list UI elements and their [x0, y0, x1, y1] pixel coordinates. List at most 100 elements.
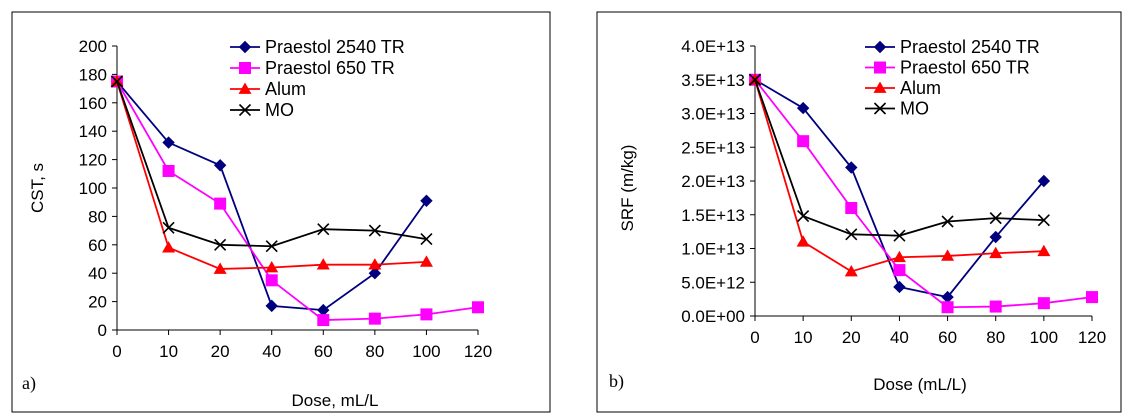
panel-b-data-point-praestol-650-tr [941, 301, 954, 314]
panel-b-data-point-praestol-650-tr [845, 202, 858, 214]
panel-a-legend-marker [238, 103, 252, 117]
panel-b-data-point-alum [844, 264, 858, 277]
panel-b-legend-label: Praestol 650 TR [900, 58, 1030, 78]
panel-a-data-point-mo-stroke-2 [368, 224, 381, 237]
panel-a-data-point-mo [420, 233, 433, 246]
panel-b-x-tick-label: 80 [986, 328, 1005, 347]
panel-a-y-tick-label: 140 [79, 122, 107, 141]
panel-b-data-point-mo [989, 212, 1002, 225]
panel-b-y-tick-label: 3.0E+13 [681, 105, 745, 124]
panel-b-data-point-alum [796, 235, 810, 247]
panel-a-x-tick-label: 40 [262, 342, 281, 361]
panel-a-data-point-praestol-650-tr [265, 274, 278, 287]
panel-b-y-tick-label: 1.0E+13 [681, 240, 745, 259]
panel-a-x-axis-title: Dose, mL/L [292, 391, 379, 410]
panel-b-data-point-praestol-650-tr [1037, 297, 1050, 310]
panel-a-legend-label: MO [265, 100, 294, 120]
panel-a-data-point-mo-stroke-2 [420, 233, 433, 246]
panel-a-legend-label: Alum [265, 79, 306, 99]
panel-b-data-point-mo [845, 228, 858, 241]
panel-b-legend-marker [874, 61, 886, 74]
panel-b-data-point-mo-stroke-2 [941, 215, 954, 228]
panel-a-data-point-mo-stroke-2 [110, 75, 124, 88]
panel-b-data-point-mo-stroke-2 [989, 212, 1002, 225]
panel-a-series-line-praestol-650-tr [116, 81, 479, 321]
panel-a-label: a) [22, 373, 36, 394]
panel-a-x-tick-label: 80 [365, 342, 384, 361]
panel-a-data-point-praestol-650-tr [368, 312, 381, 325]
panel-b-x-tick-label: 10 [794, 328, 813, 347]
panel-a-legend-marker [239, 62, 251, 74]
panel-b-data-point-alum [892, 250, 906, 263]
panel-a-data-point-alum [213, 262, 227, 274]
panel-b-label: b) [609, 371, 624, 392]
panel-b-x-tick-label: 120 [1078, 328, 1106, 347]
panel-b-y-tick-label: 2.0E+13 [681, 172, 745, 191]
panel-b-x-tick-label: 0 [750, 328, 759, 347]
panel-a-x-tick-label: 20 [211, 342, 230, 361]
panel-a-data-point-mo [162, 221, 175, 234]
panel-b-data-point-mo [1037, 214, 1050, 227]
panel-a-data-point-alum [316, 258, 330, 270]
panel-b-data-point-mo-stroke-2 [893, 229, 906, 242]
panel-b-data-point-mo [748, 73, 762, 86]
panel-b-x-tick-label: 100 [1030, 328, 1058, 347]
panel-b-y-tick-label: 0.0E+00 [681, 307, 745, 326]
panel-b-data-point-mo [797, 210, 810, 223]
panel-a-frame [11, 11, 551, 413]
panel-b-data-point-praestol-650-tr [893, 264, 906, 277]
panel-b-y-tick-label: 1.5E+13 [681, 206, 745, 225]
panel-b-data-point-praestol-2540-tr [893, 280, 906, 294]
panel-b-legend-label: Praestol 2540 TR [900, 37, 1040, 57]
panel-a-data-point-praestol-2540-tr [368, 266, 382, 280]
panel-b-plot-area: 0.0E+00 5.0E+12 1.0E+13 1.5E+13 2.0E+13 2.5E+… [681, 37, 1106, 347]
panel-a-data-point-mo-stroke-2 [317, 223, 330, 236]
panel-a-data-point-praestol-2540-tr [265, 299, 278, 313]
panel-a-legend-label: Praestol 650 TR [265, 58, 395, 78]
panel-a-y-tick-label: 160 [79, 94, 107, 113]
panel-a-plot-area: 0 20 40 60 80 100 120 140 160 180 200 0 10 20 40 60 80 10… [79, 37, 493, 361]
panel-b-data-point-praestol-650-tr [797, 135, 810, 148]
panel-b-x-tick-label: 60 [938, 328, 957, 347]
panel-a-y-tick-label: 20 [88, 293, 107, 312]
panel-b-data-point-praestol-2540-tr [796, 101, 810, 115]
panel-b-frame [596, 11, 1122, 413]
panel-b-data-point-praestol-650-tr [989, 300, 1002, 313]
panel-a-y-axis-title: CST, s [28, 163, 47, 213]
panel-b-y-tick-label: 4.0E+13 [681, 37, 745, 56]
panel-a-data-point-praestol-650-tr [162, 164, 175, 177]
panel-a-data-point-mo [368, 224, 381, 237]
panel-a-y-tick-label: 120 [79, 151, 107, 170]
panel-b-y-tick-label: 5.0E+12 [681, 273, 745, 292]
panel-b-legend-label: Alum [900, 78, 941, 98]
panel-a-legend-marker [238, 82, 252, 94]
panel-a-legend-marker [238, 40, 252, 54]
panel-b-data-point-mo-stroke-2 [797, 210, 810, 223]
panel-b-y-tick-label: 2.5E+13 [681, 138, 745, 157]
panel-a-y-tick-label: 40 [88, 264, 107, 283]
panel-a-data-point-praestol-650-tr [214, 197, 227, 210]
panel-a-data-point-mo [265, 240, 278, 253]
panel-b-legend-marker [873, 81, 887, 93]
panel-a-x-tick-label: 0 [112, 342, 121, 361]
panel-a-data-point-alum [368, 258, 382, 270]
panel-b-data-point-praestol-2540-tr [845, 161, 858, 174]
panel-a-data-point-praestol-2540-tr [162, 136, 175, 149]
panel-b-data-point-alum [1037, 244, 1051, 257]
panel-a-legend-label: Praestol 2540 TR [265, 37, 405, 57]
panel-b-y-axis-title: SRF (m/kg) [618, 145, 637, 232]
panel-a-data-point-praestol-650-tr [420, 308, 433, 321]
panel-a-data-point-mo [110, 75, 124, 88]
panel-a-data-point-praestol-2540-tr [420, 194, 433, 207]
panel-a-y-tick-label: 80 [88, 207, 107, 226]
panel-a-y-tick-label: 100 [79, 179, 107, 198]
chart-panel-a: a) CST, s Dose, mL/L 0204060801001201401… [11, 11, 551, 413]
panel-a-data-point-mo-stroke-2 [162, 221, 175, 234]
panel-a-data-point-mo [317, 223, 330, 236]
panel-a-data-point-alum [419, 255, 433, 267]
panel-b-series-line-praestol-650-tr [754, 79, 1093, 309]
panel-a-x-tick-label: 100 [412, 342, 440, 361]
panel-a-x-tick-label: 10 [159, 342, 178, 361]
chart-panel-b: b) SRF (m/kg) Dose (mL/L) 0.0E+00 5.0E+12… [596, 11, 1122, 413]
